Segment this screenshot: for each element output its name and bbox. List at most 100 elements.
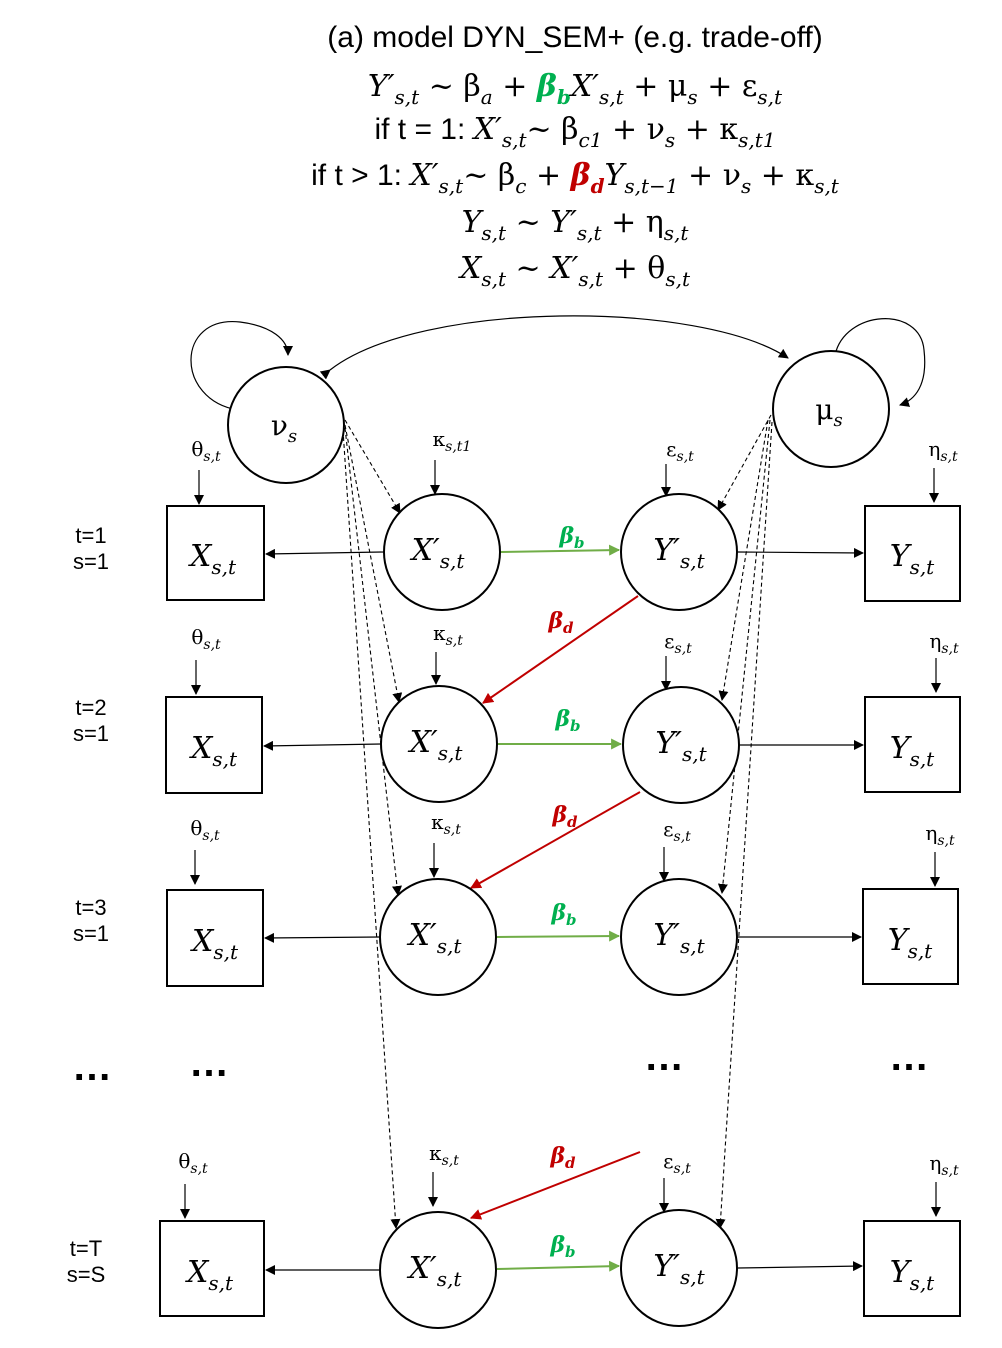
svg-text:X′s,t: X′s,t <box>408 725 464 765</box>
theta-label: θs,t <box>178 1149 208 1177</box>
nu-to-xprime-2-arrow <box>344 424 403 703</box>
xprime-to-x-arrow <box>265 548 385 559</box>
beta-b-label: βb <box>554 706 580 735</box>
row-3-site-label: s=1 <box>73 921 109 946</box>
beta-b-label: βb <box>550 900 576 929</box>
theta-label: θs,t <box>191 625 221 653</box>
y-observed-node[interactable]: Ys,t <box>864 505 961 602</box>
beta-d-label: βd <box>549 1143 576 1172</box>
svg-text:X′s,t: X′s,t <box>410 533 466 573</box>
yprime-to-y-arrow <box>737 547 864 558</box>
kappa-t1-label: κs,t1 <box>433 427 472 455</box>
svg-text:Y′s,t: Y′s,t <box>653 533 705 573</box>
svg-text:Ys,t: Ys,t <box>888 923 933 963</box>
svg-text:μs: μs <box>815 393 842 431</box>
svg-text:Y′s,t: Y′s,t <box>653 1249 705 1289</box>
mu-to-yprime-3-arrow <box>717 419 771 894</box>
svg-text:Xs,t: Xs,t <box>190 924 239 964</box>
yprime-to-y-arrow <box>737 1261 863 1272</box>
xprime-latent-node[interactable]: X′s,t <box>379 878 497 996</box>
x-observed-node[interactable]: Xs,t <box>159 1220 265 1317</box>
eta-label: ηs,t <box>929 629 959 657</box>
nu-loading-arrows <box>342 419 403 1229</box>
mu-self-loop-arrow <box>834 318 926 407</box>
svg-text:Y′s,t: Y′s,t <box>653 918 705 958</box>
row-T: t=T s=S θs,t κs,t εs,t ηs,t Xs,t X′s,t Y… <box>67 1141 961 1329</box>
row-1-time-label: t=1 <box>75 523 106 548</box>
ellipsis-row: … … … … <box>72 1035 929 1089</box>
equation-2: if t = 1: X′s,t~ βc1 + νs + κs,t1 <box>374 112 775 152</box>
beta-b-arrow <box>496 930 621 942</box>
nu-to-xprime-3-arrow <box>344 427 402 896</box>
x-observed-node[interactable]: Xs,t <box>166 889 264 987</box>
equation-4: Ys,t ~ Y′s,t + ηs,t <box>462 205 690 245</box>
beta-b-arrow <box>496 1260 621 1272</box>
theta-label: θs,t <box>191 437 221 465</box>
mu-to-yprime-2-arrow <box>718 419 769 701</box>
xprime-latent-node[interactable]: X′s,t <box>383 493 501 611</box>
y-observed-node[interactable]: Ys,t <box>862 888 959 985</box>
row-3-time-label: t=3 <box>75 895 106 920</box>
xprime-to-x-arrow <box>264 932 381 943</box>
svg-text:Xs,t: Xs,t <box>185 1255 234 1295</box>
beta-d-arrow <box>482 595 639 704</box>
kappa-label: κs,t <box>429 1141 459 1169</box>
svg-text:Ys,t: Ys,t <box>890 1255 935 1295</box>
row-3: t=3 s=1 θs,t κs,t εs,t ηs,t Xs,t X′s,t Y… <box>73 810 959 996</box>
model-title: (a) model DYN_SEM+ (e.g. trade-off) <box>327 21 822 54</box>
beta-b-label: βb <box>558 523 584 552</box>
x-observed-node[interactable]: Xs,t <box>165 696 263 794</box>
theta-label: θs,t <box>190 816 220 844</box>
xprime-latent-node[interactable]: X′s,t <box>380 685 498 803</box>
ellipsis: … <box>189 1041 229 1085</box>
epsilon-label: εs,t <box>663 817 691 845</box>
row-2: t=2 s=1 θs,t κs,t εs,t ηs,t Xs,t X′s,t Y… <box>73 621 961 804</box>
ellipsis: … <box>644 1035 684 1079</box>
nu-self-loop-arrow <box>190 321 293 411</box>
nu-mu-covariance-arrow <box>319 315 789 380</box>
yprime-latent-node[interactable]: Y′s,t <box>622 686 740 804</box>
mu-loading-arrows <box>715 414 773 1229</box>
mu-node[interactable]: μs <box>772 350 890 468</box>
ellipsis: … <box>889 1035 929 1079</box>
ellipsis: … <box>72 1045 112 1089</box>
kappa-label: κs,t <box>433 621 463 649</box>
row-T-site-label: s=S <box>67 1262 106 1287</box>
row-2-time-label: t=2 <box>75 695 106 720</box>
svg-text:νs: νs <box>271 409 297 447</box>
svg-text:Ys,t: Ys,t <box>890 731 935 771</box>
kappa-label: κs,t <box>431 810 461 838</box>
beta-d-arrow <box>470 791 641 889</box>
y-observed-node[interactable]: Ys,t <box>864 696 961 793</box>
row-2-site-label: s=1 <box>73 721 109 746</box>
nu-to-xprime-T-arrow <box>342 429 401 1229</box>
xprime-latent-node[interactable]: X′s,t <box>379 1211 497 1329</box>
beta-b-arrow <box>500 544 621 556</box>
row-1-site-label: s=1 <box>73 549 109 574</box>
yprime-latent-node[interactable]: Y′s,t <box>620 878 738 996</box>
beta-d-label: βd <box>551 802 578 831</box>
svg-text:X′s,t: X′s,t <box>407 918 463 958</box>
equation-5: Xs,t ~ X′s,t + θs,t <box>458 251 691 291</box>
equation-3: if t > 1: X′s,t~ βc + βdYs,t−1 + νs + κs… <box>311 158 840 198</box>
svg-text:X′s,t: X′s,t <box>407 1251 463 1291</box>
nu-node[interactable]: νs <box>227 366 345 484</box>
eta-label: ηs,t <box>928 437 958 465</box>
beta-b-label: βb <box>549 1232 575 1261</box>
x-observed-node[interactable]: Xs,t <box>166 505 265 601</box>
y-observed-node[interactable]: Ys,t <box>863 1220 961 1317</box>
mu-to-yprime-T-arrow <box>715 421 773 1229</box>
yprime-latent-node[interactable]: Y′s,t <box>620 493 738 611</box>
eta-label: ηs,t <box>925 821 955 849</box>
yprime-latent-node[interactable]: Y′s,t <box>620 1209 738 1327</box>
row-T-time-label: t=T <box>70 1236 102 1261</box>
epsilon-label: εs,t <box>666 437 694 465</box>
svg-text:Xs,t: Xs,t <box>188 539 237 579</box>
equation-1: Y′s,t ~ βa + βbX′s,t + μs + εs,t <box>368 69 783 109</box>
svg-text:Y′s,t: Y′s,t <box>655 726 707 766</box>
row-1: t=1 s=1 θs,t κs,t1 εs,t ηs,t Xs,t X′s,t … <box>73 427 961 611</box>
xprime-to-x-arrow <box>263 740 382 751</box>
epsilon-label: εs,t <box>663 1149 691 1177</box>
beta-d-label: βd <box>547 608 574 637</box>
